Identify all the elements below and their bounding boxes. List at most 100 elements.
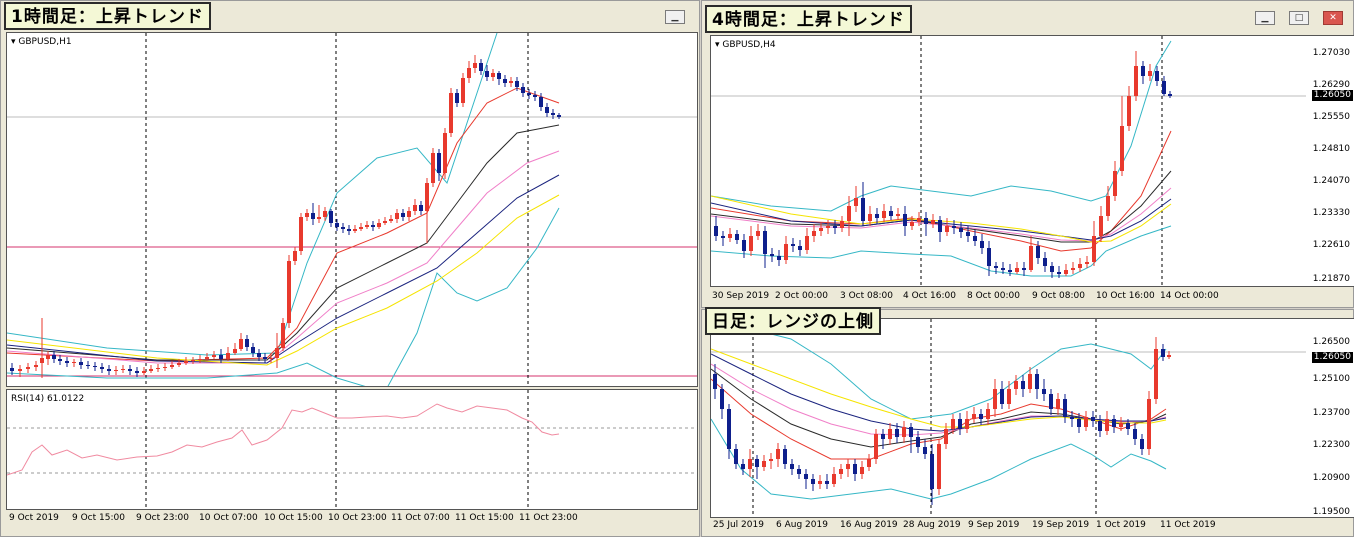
h1-candle	[226, 353, 230, 359]
daily-candle	[1063, 399, 1067, 417]
h1-candle	[389, 219, 393, 221]
h4-candle	[959, 228, 963, 232]
h4-candle	[1155, 71, 1159, 81]
h1-candle	[383, 221, 387, 223]
h1-candle	[26, 367, 30, 369]
ma-black	[7, 124, 560, 361]
daily-price-pane[interactable]: 1.26500 1.25100 1.23700 1.22300 1.20900 …	[710, 318, 1354, 518]
h4-price-pane[interactable]: ▾ GBPUSD,H4 1.27030 1.26290 1.25550 1.24…	[710, 35, 1354, 287]
h4-candle	[994, 266, 998, 268]
h4-candle	[875, 214, 879, 218]
h1-candle	[407, 211, 411, 217]
h1-candle	[485, 71, 489, 77]
h1-candle	[239, 339, 243, 349]
h1-candle	[10, 368, 14, 371]
h1-candle	[219, 355, 223, 359]
h4-y-label: 1.24810	[1312, 144, 1350, 154]
ma-black	[711, 170, 1172, 243]
h4-candle	[1162, 81, 1166, 94]
h1-candle	[257, 353, 261, 357]
h1-candle	[287, 261, 291, 323]
h1-x-label: 9 Oct 2019	[9, 513, 59, 523]
h1-price-pane[interactable]: ▾ GBPUSD,H1	[6, 32, 698, 387]
daily-candle	[944, 429, 948, 444]
ma-pink	[711, 187, 1172, 242]
h4-candle	[1092, 236, 1096, 262]
h1-chart-window[interactable]: 1時間足：上昇トレンド ▁ ▾ GBPUSD,H1 RSI(14) 61.012…	[0, 0, 700, 537]
bollinger-upper	[7, 33, 498, 356]
daily-candle	[713, 374, 717, 389]
ma-navy	[711, 353, 1167, 432]
h1-candle	[18, 369, 22, 371]
daily-candle	[874, 434, 878, 459]
h1-candle	[263, 357, 267, 359]
h4-candle	[833, 226, 837, 228]
h4-symbol-label: ▾ GBPUSD,H4	[715, 40, 776, 50]
h4-chart-window[interactable]: 4時間足：上昇トレンド ▁ □ ✕ ▾ GBPUSD,H4 1.27030 1.…	[701, 0, 1354, 308]
h1-candle	[245, 339, 249, 347]
daily-candle	[832, 474, 836, 484]
h4-y-label: 1.27030	[1312, 48, 1350, 58]
h1-x-label: 10 Oct 07:00	[199, 513, 258, 523]
h1-rsi-pane[interactable]: RSI(14) 61.0122	[6, 389, 698, 510]
minimize-icon[interactable]: ▁	[665, 10, 685, 24]
daily-candle	[1161, 349, 1165, 357]
h4-x-label: 8 Oct 00:00	[967, 291, 1020, 301]
h1-candle	[58, 359, 62, 361]
daily-candle	[776, 449, 780, 459]
h4-candle	[1078, 264, 1082, 268]
minimize-icon[interactable]: ▁	[1255, 11, 1275, 25]
daily-candle	[720, 389, 724, 409]
h4-y-label: 1.22610	[1312, 240, 1350, 250]
h4-y-label: 1.25550	[1312, 112, 1350, 122]
daily-candle	[1098, 421, 1102, 431]
rsi-label: RSI(14) 61.0122	[11, 394, 85, 404]
h1-candle	[317, 217, 321, 219]
h1-x-label: 9 Oct 23:00	[136, 513, 189, 523]
h1-x-label: 10 Oct 23:00	[328, 513, 387, 523]
h4-candle	[1106, 196, 1110, 216]
daily-candle	[1042, 389, 1046, 394]
h1-candle	[293, 251, 297, 261]
ma-black	[711, 368, 1167, 448]
daily-x-label: 16 Aug 2019	[840, 520, 898, 530]
h4-x-label: 10 Oct 16:00	[1096, 291, 1155, 301]
h1-candle	[305, 213, 309, 217]
h4-y-label: 1.23330	[1312, 208, 1350, 218]
maximize-icon[interactable]: □	[1289, 11, 1309, 25]
h1-candle	[40, 358, 44, 363]
h4-candle	[714, 226, 718, 236]
h1-candle	[149, 369, 153, 371]
daily-candle	[1105, 419, 1109, 431]
close-icon[interactable]: ✕	[1323, 11, 1343, 25]
h1-candle	[205, 357, 209, 359]
h4-candle	[1022, 268, 1026, 270]
h4-x-label: 3 Oct 08:00	[840, 291, 893, 301]
h4-candle	[889, 211, 893, 216]
h4-candle	[952, 226, 956, 228]
daily-candle	[727, 409, 731, 449]
daily-candle	[839, 469, 843, 474]
daily-candle	[762, 461, 766, 467]
daily-candle	[853, 464, 857, 474]
h1-candle	[323, 211, 327, 217]
h1-candle	[461, 78, 465, 103]
h1-candle	[191, 360, 195, 361]
daily-x-label: 6 Aug 2019	[776, 520, 828, 530]
h1-candle	[281, 323, 285, 348]
h4-candle	[917, 218, 921, 222]
daily-chart-window[interactable]: 日足：レンジの上側 1.26500 1.25100 1.23700 1.2230…	[701, 307, 1354, 537]
h1-candle	[156, 368, 160, 369]
daily-candle	[1140, 439, 1144, 449]
h4-candle	[1168, 94, 1172, 96]
dropdown-triangle-icon: ▾	[11, 37, 16, 47]
bollinger-lower	[7, 362, 366, 386]
h4-candle	[945, 226, 949, 232]
daily-candle	[825, 481, 829, 484]
daily-candle	[972, 414, 976, 419]
ma-red	[7, 87, 560, 362]
daily-candle	[909, 427, 913, 437]
h1-banner: 1時間足：上昇トレンド	[4, 2, 211, 30]
daily-candle	[1112, 419, 1116, 427]
h4-x-label: 14 Oct 00:00	[1160, 291, 1219, 301]
